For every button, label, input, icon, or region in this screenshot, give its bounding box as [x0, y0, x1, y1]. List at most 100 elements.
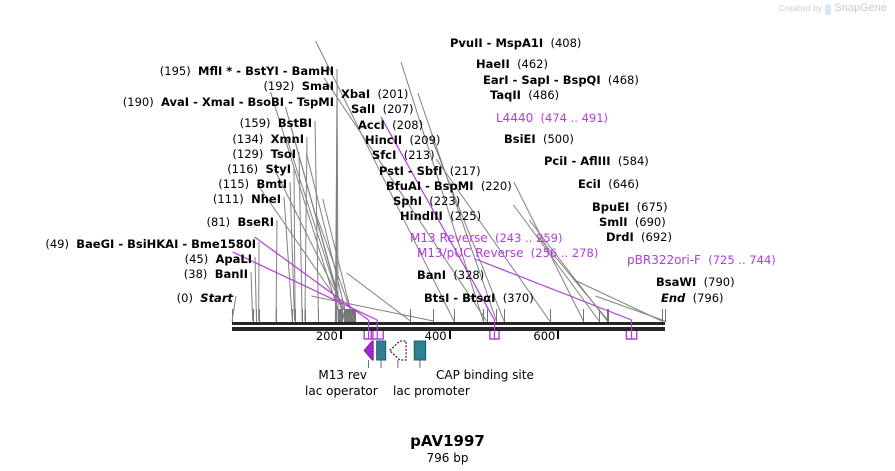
- name-separator: -: [449, 291, 463, 305]
- site-names: AvaI - XmaI - BsoBI - TspMI: [161, 95, 334, 109]
- site-label-sfci[interactable]: SfcI (213): [372, 149, 435, 161]
- feature-lac-operator[interactable]: [376, 340, 387, 361]
- site-label-styi[interactable]: (116) StyI: [227, 163, 291, 175]
- site-label-banii[interactable]: (38) BanII: [184, 268, 248, 280]
- site-label-btsi-btsai[interactable]: BtsI - BtsαI (370): [424, 292, 534, 304]
- site-label-bmti[interactable]: (115) BmtI: [218, 178, 287, 190]
- enzyme-name: PvuII: [450, 36, 483, 50]
- feature-m13-rev[interactable]: [363, 340, 374, 361]
- site-label-xbai[interactable]: XbaI (201): [341, 88, 408, 100]
- site-label-ecii[interactable]: EciI (646): [578, 178, 639, 190]
- site-position: (190): [122, 95, 154, 109]
- site-label-bpuei[interactable]: BpuEI (675): [592, 201, 668, 213]
- enzyme-name: Bme1580I: [191, 237, 256, 251]
- site-label-bfuai-bspmi[interactable]: BfuAI - BspMI (220): [386, 180, 512, 192]
- site-label-taqii[interactable]: TaqII (486): [490, 89, 559, 101]
- enzyme-name: BseRI: [237, 215, 274, 229]
- enzyme-name: EciI: [578, 177, 601, 191]
- site-label-acci[interactable]: AccI (208): [358, 119, 423, 131]
- site-label-bsawi[interactable]: BsaWI (790): [656, 276, 735, 288]
- enzyme-name: SbfI: [416, 164, 443, 178]
- enzyme-name: End: [661, 291, 686, 305]
- site-names: SalI: [351, 102, 375, 116]
- site-position: (220): [480, 179, 512, 193]
- site-names: MflI * - BstYI - BamHI: [198, 64, 334, 78]
- site-label-avai-xmai-bsobi-tspmi[interactable]: (190) AvaI - XmaI - BsoBI - TspMI: [123, 96, 334, 108]
- site-label-hincii[interactable]: HincII (209): [365, 134, 440, 146]
- site-label-m13-puc-reverse[interactable]: M13/pUC Reverse (256 .. 278): [417, 247, 598, 259]
- site-label-smai[interactable]: (192) SmaI: [263, 80, 334, 92]
- site-position: (195): [159, 64, 191, 78]
- site-label-apali[interactable]: (45) ApaLI: [185, 253, 252, 265]
- site-label-drdi[interactable]: DrdI (692): [606, 231, 672, 243]
- feature-label-m13-rev-label[interactable]: M13 rev: [318, 368, 367, 382]
- site-label-l4440[interactable]: L4440 (474 .. 491): [496, 112, 608, 124]
- site-label-end[interactable]: End (796): [661, 292, 724, 304]
- site-label-psti-sbfi[interactable]: PstI - SbfI (217): [379, 165, 481, 177]
- site-names: SfcI: [372, 148, 396, 162]
- site-label-sali[interactable]: SalI (207): [351, 103, 414, 115]
- site-label-bstbi[interactable]: (159) BstBI: [240, 117, 312, 129]
- site-position: (208): [392, 118, 424, 132]
- site-position: (328): [453, 268, 485, 282]
- enzyme-name: BtsI: [424, 291, 450, 305]
- site-label-smli[interactable]: SmlI (690): [599, 216, 666, 228]
- site-names: BfuAI - BspMI: [386, 179, 474, 193]
- axis-tick-200: [339, 330, 342, 339]
- site-label-pvuii-mspa1i[interactable]: PvuII - MspA1I (408): [450, 37, 581, 49]
- feature-label-lac-promoter-label[interactable]: lac promoter: [393, 384, 470, 398]
- site-label-bsiei[interactable]: BsiEI (500): [504, 133, 574, 145]
- enzyme-name: BspMI: [433, 179, 474, 193]
- feature-label-lac-operator-label[interactable]: lac operator: [305, 384, 378, 398]
- site-position: (201): [377, 87, 409, 101]
- site-label-bani[interactable]: BanI (328): [417, 269, 484, 281]
- enzyme-name: SfcI: [372, 148, 397, 162]
- primer-range: (243 .. 259): [487, 231, 563, 245]
- site-label-xmni[interactable]: (134) XmnI: [232, 133, 304, 145]
- feature-label-cap-label[interactable]: CAP binding site: [436, 368, 534, 382]
- site-label-haeii[interactable]: HaeII (462): [476, 58, 548, 70]
- site-label-m13-reverse[interactable]: M13 Reverse (243 .. 259): [410, 232, 562, 244]
- site-names: SmaI: [302, 79, 334, 93]
- enzyme-name: BmtI: [256, 177, 287, 191]
- site-names: PstI - SbfI: [379, 164, 442, 178]
- primer-leader-line: [475, 258, 632, 321]
- spacer: [474, 179, 481, 193]
- leader-line: [323, 77, 487, 322]
- site-position: (408): [550, 36, 582, 50]
- site-position: (116): [227, 162, 259, 176]
- site-label-baegi-bsihkai-bme1580i[interactable]: (49) BaeGI - BsiHKAI - Bme1580I: [45, 238, 256, 250]
- site-label-mflI-bstyI-bamhi[interactable]: (195) MflI * - BstYI - BamHI: [160, 65, 334, 77]
- leader-line: [270, 91, 342, 322]
- leader-line: [334, 99, 338, 322]
- enzyme-name: DrdI: [606, 230, 634, 244]
- site-label-nhei[interactable]: (111) NheI: [213, 193, 281, 205]
- leader-line: [430, 136, 505, 322]
- feature-lac-promoter[interactable]: [389, 340, 407, 361]
- site-label-bseri[interactable]: (81) BseRI: [207, 216, 274, 228]
- site-position: (223): [429, 194, 461, 208]
- enzyme-name: BstYI: [245, 64, 279, 78]
- site-label-pcii-afliii[interactable]: PciI - AflIII (584): [544, 155, 649, 167]
- enzyme-name: AccI: [358, 118, 385, 132]
- feature-cap-binding-site[interactable]: [413, 340, 427, 361]
- spacer: [208, 252, 215, 266]
- site-label-sphi[interactable]: SphI (223): [393, 195, 460, 207]
- site-position: (213): [403, 148, 435, 162]
- enzyme-name: BsiEI: [504, 132, 536, 146]
- spacer: [510, 57, 517, 71]
- site-label-tsoi[interactable]: (129) TsoI: [232, 148, 296, 160]
- leader-line: [283, 196, 293, 322]
- enzyme-name: BpuEI: [592, 200, 630, 214]
- site-label-eari-sapi-bspqi[interactable]: EarI - SapI - BspQI (468): [483, 74, 639, 86]
- enzyme-name: BanII: [214, 267, 248, 281]
- site-names: BsaWI: [656, 275, 696, 289]
- site-label-start[interactable]: (0) Start: [177, 292, 233, 304]
- backbone-bar-top: [232, 322, 665, 325]
- site-label-pbr322ori-f[interactable]: pBR322ori-F (725 .. 744): [627, 254, 776, 266]
- site-label-hindiii[interactable]: HindIII (225): [400, 210, 481, 222]
- leader-line: [435, 158, 551, 322]
- axis-label-600: 600: [533, 329, 556, 343]
- axis-tick-400: [448, 330, 451, 339]
- spacer: [536, 132, 543, 146]
